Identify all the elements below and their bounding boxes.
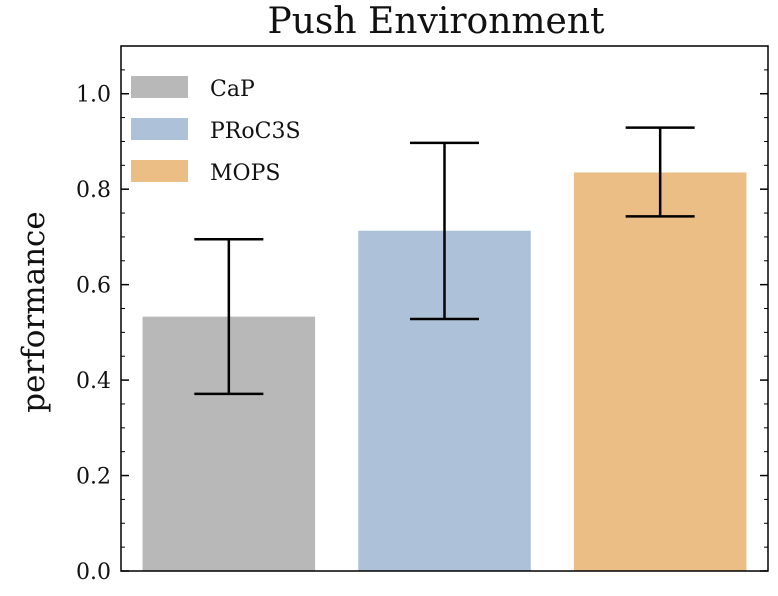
legend: CaP PRoC3S MOPS — [131, 76, 301, 186]
legend-swatch — [131, 118, 188, 140]
legend-item-proc3s: PRoC3S — [131, 118, 301, 144]
error-bars-layer — [194, 126, 695, 396]
y-tick-label: 0.4 — [76, 369, 111, 394]
y-tick-label: 0.6 — [76, 274, 111, 299]
y-tick-label: 0.8 — [76, 178, 111, 203]
legend-label: CaP — [210, 77, 255, 102]
legend-item-cap: CaP — [131, 76, 255, 102]
y-tick-label: 0.0 — [76, 560, 111, 585]
error-bar-cap — [194, 238, 264, 396]
error-bar-proc3s — [409, 141, 480, 321]
legend-label: MOPS — [210, 161, 280, 186]
legend-item-mops: MOPS — [131, 160, 280, 186]
error-bar-mops — [625, 126, 695, 218]
bar-mops — [573, 172, 747, 571]
y-axis-ticks: 0.0 0.2 0.4 0.6 0.8 1.0 — [76, 45, 768, 585]
y-axis-label: performance — [16, 211, 52, 413]
y-tick-label: 1.0 — [76, 83, 111, 108]
legend-swatch — [131, 160, 188, 182]
legend-swatch — [131, 76, 188, 98]
legend-label: PRoC3S — [210, 119, 301, 144]
y-tick-label: 0.2 — [76, 465, 111, 490]
chart-title: Push Environment — [268, 1, 606, 42]
